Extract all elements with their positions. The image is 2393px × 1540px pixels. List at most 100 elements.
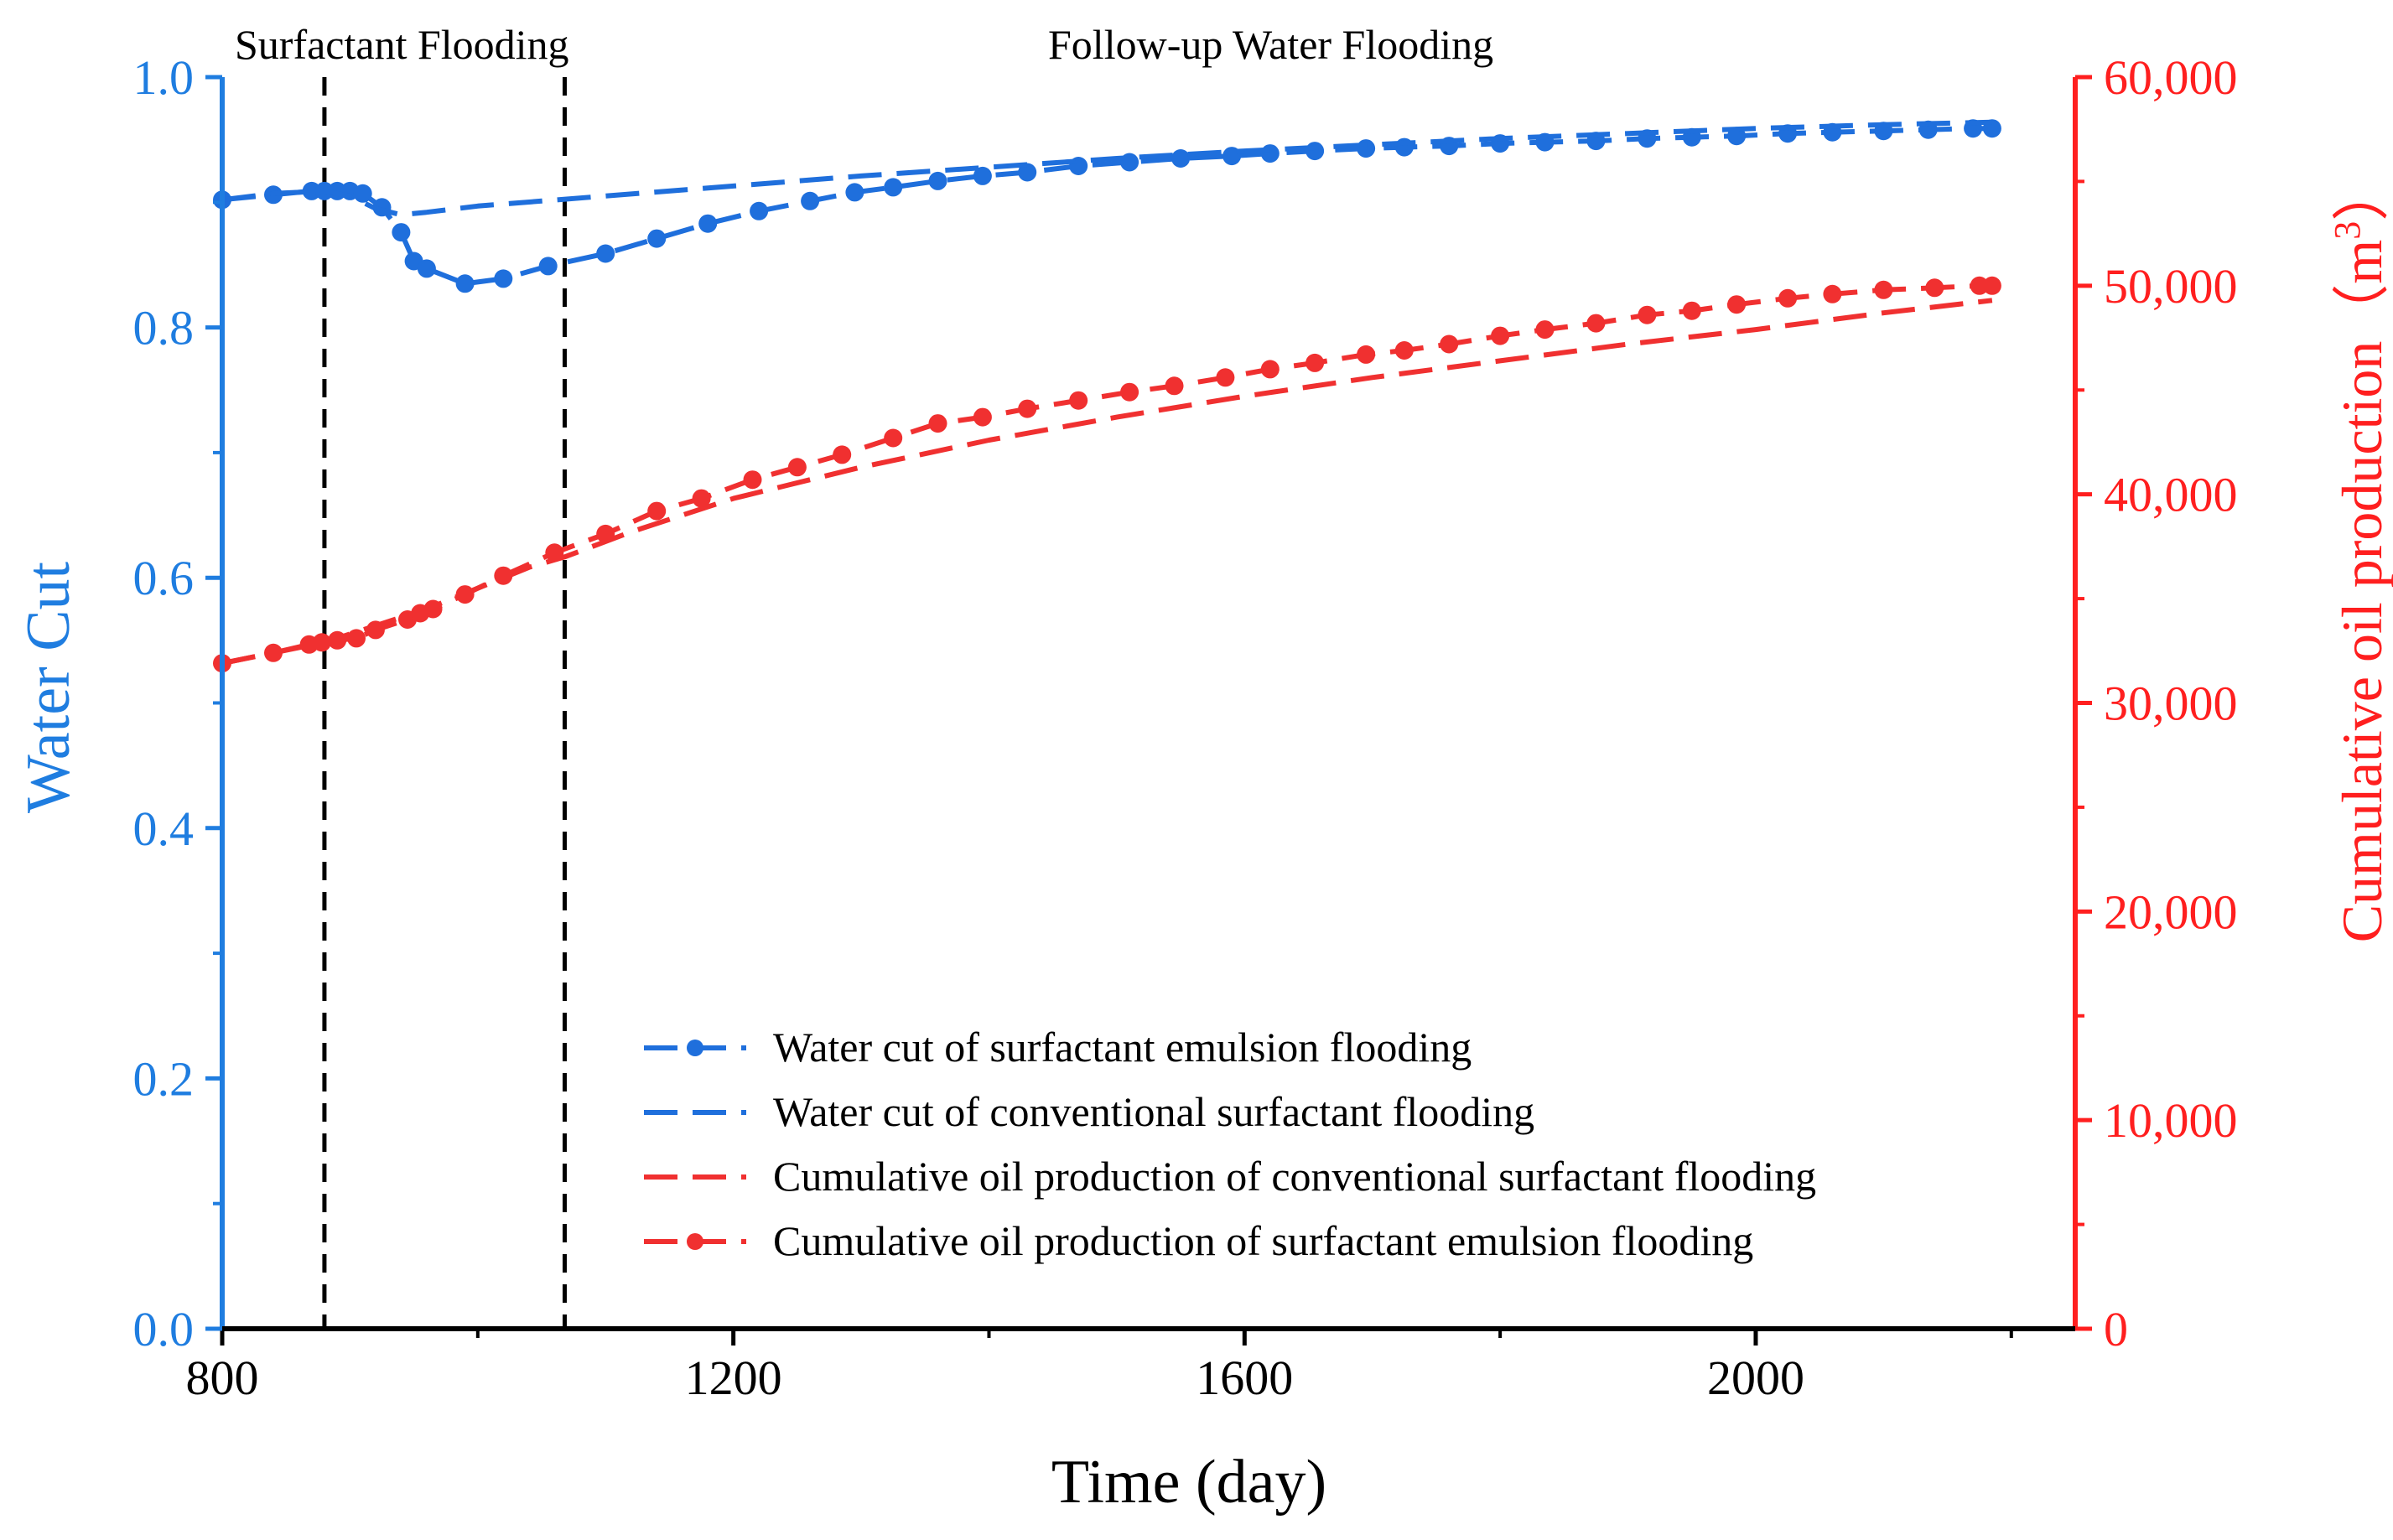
y-axis-right-title-text: Cumulative oil production（m: [2330, 240, 2393, 943]
data-point: [1216, 368, 1235, 387]
y-left-tick-label: 0.4: [133, 801, 195, 856]
data-point: [1357, 139, 1376, 158]
data-point: [787, 458, 807, 477]
data-point: [494, 566, 513, 585]
data-point: [538, 257, 558, 276]
x-axis-title: Time (day): [1051, 1448, 1326, 1517]
series-layer: [213, 119, 2001, 673]
data-point: [494, 269, 513, 288]
legend-label: Water cut of conventional surfactant flo…: [773, 1088, 1534, 1135]
data-point: [1260, 360, 1280, 379]
legend: Water cut of surfactant emulsion floodin…: [644, 1024, 1816, 1264]
data-point: [845, 183, 864, 202]
series-1: [221, 119, 1992, 218]
data-point: [1394, 341, 1414, 360]
data-point: [1260, 144, 1280, 163]
data-point: [743, 470, 762, 490]
data-point: [1306, 142, 1325, 161]
data-point: [1491, 326, 1510, 345]
legend-item-emulsion-water-cut: Water cut of surfactant emulsion floodin…: [644, 1024, 1472, 1071]
data-point: [647, 501, 667, 521]
phase-label-follow-up-water-flooding: Follow-up Water Flooding: [1048, 21, 1493, 68]
y-right-tick-label: 30,000: [2104, 677, 2238, 731]
y-right-tick-label: 20,000: [2104, 884, 2238, 939]
data-point: [1586, 314, 1606, 333]
series-2: [221, 298, 1993, 666]
y-right-tick-label: 40,000: [2104, 468, 2238, 522]
data-point: [1171, 149, 1191, 168]
data-point: [647, 229, 667, 248]
data-point: [392, 223, 411, 242]
data-point: [1727, 295, 1747, 314]
data-point: [1778, 288, 1798, 308]
data-point: [1682, 301, 1701, 320]
series-3: [213, 276, 2001, 673]
x-tick-label: 800: [186, 1351, 259, 1405]
data-point: [455, 274, 475, 293]
data-point: [692, 489, 711, 508]
data-point: [366, 620, 385, 640]
y-axis-left-title: Water Cut: [14, 561, 83, 813]
data-point: [801, 191, 820, 210]
data-point: [1306, 353, 1325, 372]
y-left-tick-label: 0.8: [133, 301, 195, 355]
y-left-tick-label: 0.0: [133, 1302, 195, 1356]
ticks-layer: 800 1200 1600 2000 0.0 0.2 0.4 0.6 0.8 1.0 0 10,000…: [133, 50, 2238, 1405]
legend-swatch-marker: [687, 1233, 703, 1250]
data-point: [596, 524, 615, 543]
x-tick-label: 2000: [1707, 1351, 1804, 1405]
data-point: [1638, 305, 1657, 324]
data-point: [1970, 276, 1989, 295]
x-tick-label: 1600: [1196, 1351, 1293, 1405]
y-right-tick-label: 0: [2104, 1302, 2128, 1356]
data-point: [545, 543, 564, 563]
data-point: [596, 244, 615, 263]
data-point: [833, 445, 852, 464]
y-right-tick-label: 10,000: [2104, 1093, 2238, 1148]
y-right-tick-label: 50,000: [2104, 259, 2238, 314]
data-point: [1823, 284, 1842, 303]
data-point: [750, 201, 769, 220]
data-point: [1018, 399, 1037, 418]
y-left-tick-label: 1.0: [133, 50, 195, 105]
data-point: [1120, 382, 1139, 402]
data-point: [312, 633, 331, 652]
legend-label: Cumulative oil production of conventiona…: [773, 1153, 1816, 1200]
data-point: [973, 166, 992, 185]
legend-item-emulsion-cumulative-oil: Cumulative oil production of surfactant …: [644, 1217, 1753, 1264]
y-right-tick-label: 60,000: [2104, 50, 2238, 105]
data-point: [1120, 153, 1139, 172]
y-left-tick-label: 0.2: [133, 1051, 195, 1106]
series-line-1: [221, 119, 1992, 218]
series-line-0: [221, 126, 1992, 287]
legend-swatch-marker: [687, 1040, 703, 1056]
data-point: [1440, 334, 1459, 354]
data-point: [1357, 345, 1376, 364]
y-axis-right-title: Cumulative oil production（m3）: [2327, 164, 2393, 943]
data-point: [264, 643, 283, 662]
data-point: [884, 178, 903, 197]
legend-item-conventional-cumulative-oil: Cumulative oil production of conventiona…: [644, 1153, 1816, 1200]
y-left-tick-label: 0.6: [133, 551, 195, 605]
data-point: [928, 414, 947, 433]
data-point: [347, 629, 366, 648]
data-point: [884, 428, 903, 448]
data-point: [928, 171, 947, 190]
data-point: [1982, 276, 2001, 295]
data-point: [698, 214, 718, 233]
data-point: [328, 630, 347, 650]
data-point: [1925, 278, 1944, 298]
series-line-2: [221, 298, 1993, 666]
data-point: [353, 184, 372, 203]
axes-layer: [220, 77, 2078, 1331]
x-tick-label: 1200: [685, 1351, 782, 1405]
legend-label: Water cut of surfactant emulsion floodin…: [773, 1024, 1472, 1071]
series-line-3: [221, 283, 1992, 666]
y-axis-right-title-sup: 3: [2327, 221, 2368, 240]
data-point: [417, 259, 436, 278]
data-point: [1018, 163, 1037, 182]
data-point: [455, 585, 475, 604]
legend-label: Cumulative oil production of surfactant …: [773, 1217, 1753, 1264]
data-point: [423, 599, 443, 619]
